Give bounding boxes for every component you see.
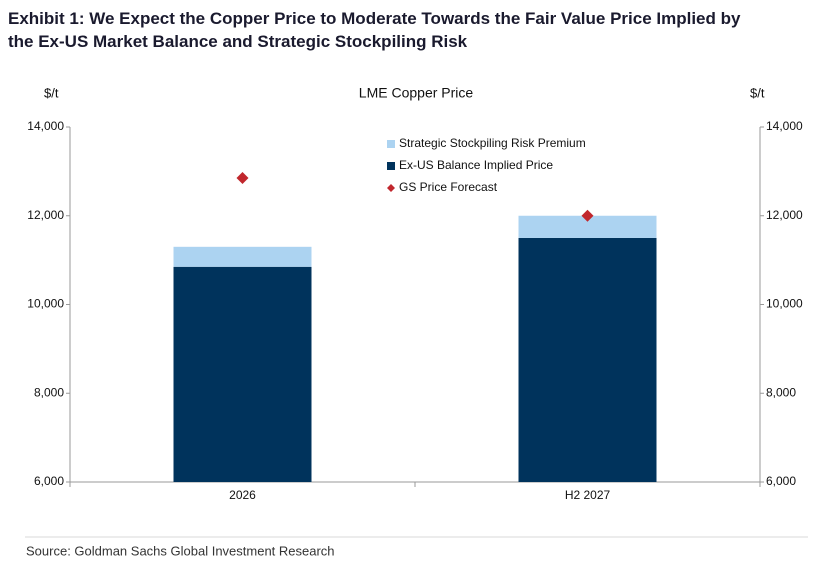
forecast-marker bbox=[236, 172, 249, 185]
x-tick-label: H2 2027 bbox=[565, 488, 611, 502]
bar bbox=[173, 266, 312, 482]
y2-tick-label: 14,000 bbox=[766, 119, 803, 133]
y2-tick-label: 10,000 bbox=[766, 297, 803, 311]
exhibit-title: Exhibit 1: We Expect the Copper Price to… bbox=[8, 9, 741, 51]
y2-tick-label: 12,000 bbox=[766, 208, 803, 222]
y-tick-label: 6,000 bbox=[34, 474, 64, 488]
y2-tick-label: 8,000 bbox=[766, 385, 796, 399]
title-line: Exhibit 1: We Expect the Copper Price to… bbox=[8, 9, 741, 28]
y-tick-label: 12,000 bbox=[27, 208, 64, 222]
y-tick-label: 14,000 bbox=[27, 119, 64, 133]
bar bbox=[173, 246, 312, 267]
x-tick-label: 2026 bbox=[229, 488, 256, 502]
bar bbox=[518, 237, 657, 482]
chart-title: LME Copper Price bbox=[359, 85, 474, 101]
legend-swatch bbox=[387, 162, 395, 170]
legend-swatch bbox=[387, 140, 395, 148]
bar bbox=[518, 215, 657, 238]
y-tick-label: 8,000 bbox=[34, 385, 64, 399]
legend-label: Ex-US Balance Implied Price bbox=[399, 158, 553, 172]
source: Source: Goldman Sachs Global Investment … bbox=[26, 543, 335, 558]
forecast-marker bbox=[581, 209, 594, 222]
y2-axis-label: $/t bbox=[750, 85, 765, 100]
legend-label: GS Price Forecast bbox=[399, 180, 498, 194]
legend-label: Strategic Stockpiling Risk Premium bbox=[399, 136, 586, 150]
title-line: the Ex-US Market Balance and Strategic S… bbox=[8, 32, 468, 51]
y2-tick-label: 6,000 bbox=[766, 474, 796, 488]
y-axis-label: $/t bbox=[44, 85, 59, 100]
y-tick-label: 10,000 bbox=[27, 297, 64, 311]
legend-swatch bbox=[387, 184, 395, 192]
